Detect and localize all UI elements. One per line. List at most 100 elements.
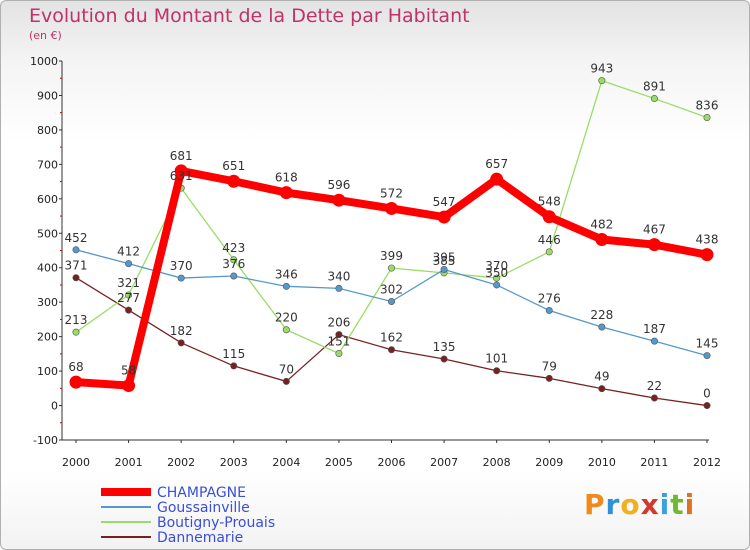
data-label: 399 (380, 249, 403, 263)
data-label: 547 (433, 195, 456, 209)
data-point (703, 402, 711, 410)
data-label: 651 (222, 159, 245, 173)
x-tick-label: 2010 (588, 456, 616, 469)
data-label: 162 (380, 331, 403, 345)
data-point (437, 210, 451, 224)
data-point (72, 274, 80, 282)
data-point (700, 248, 714, 262)
data-label: 228 (590, 308, 613, 322)
data-point (598, 323, 606, 331)
legend-label: Goussainville (157, 500, 250, 516)
data-point (595, 232, 609, 246)
x-tick-label: 2000 (62, 456, 90, 469)
chart-title: Evolution du Montant de la Dette par Hab… (29, 5, 470, 27)
data-point (490, 172, 504, 186)
data-point (493, 274, 501, 282)
x-tick-label: 2008 (483, 456, 511, 469)
data-label: 385 (433, 254, 456, 268)
data-label: 572 (380, 186, 403, 200)
legend-label: Dannemarie (157, 530, 243, 546)
data-point (542, 210, 556, 224)
data-label: 70 (279, 362, 294, 376)
data-label: 277 (117, 291, 140, 305)
data-label: 631 (170, 169, 193, 183)
data-label: 340 (327, 269, 350, 283)
legend-label: CHAMPAGNE (157, 485, 246, 501)
data-point (335, 350, 343, 358)
data-label: 681 (170, 149, 193, 163)
y-tick-label: 1000 (30, 55, 58, 68)
x-tick-label: 2012 (693, 456, 721, 469)
x-tick-label: 2007 (430, 456, 458, 469)
data-label: 101 (485, 352, 508, 366)
data-label: 0 (703, 387, 711, 401)
x-tick-label: 2005 (325, 456, 353, 469)
proxiti-logo: Proxiti (584, 488, 696, 521)
data-point (387, 264, 395, 272)
data-label: 213 (65, 313, 88, 327)
x-tick-label: 2002 (167, 456, 195, 469)
data-label: 22 (647, 379, 662, 393)
data-label: 182 (170, 324, 193, 338)
data-point (387, 346, 395, 354)
y-tick-label: 100 (37, 365, 58, 378)
data-label: 438 (696, 233, 719, 247)
data-label: 467 (643, 223, 666, 237)
data-label: 346 (275, 267, 298, 281)
data-point (125, 291, 133, 299)
data-label: 657 (485, 157, 508, 171)
data-point (650, 394, 658, 402)
data-point (125, 306, 133, 314)
data-point (282, 282, 290, 290)
x-tick-label: 2003 (220, 456, 248, 469)
data-point (598, 77, 606, 85)
x-tick-label: 2004 (272, 456, 300, 469)
data-label: 943 (590, 62, 613, 76)
data-label: 548 (538, 195, 561, 209)
data-point (493, 281, 501, 289)
data-label: 321 (117, 276, 140, 290)
data-point (230, 272, 238, 280)
x-tick-label: 2001 (115, 456, 143, 469)
data-point (125, 260, 133, 268)
data-point (174, 164, 188, 178)
data-point (703, 114, 711, 122)
data-label: 276 (538, 291, 561, 305)
data-point (440, 265, 448, 273)
data-point (177, 274, 185, 282)
data-label: 68 (68, 360, 83, 374)
data-label: 145 (696, 337, 719, 351)
x-tick-label: 2006 (378, 456, 406, 469)
data-point (282, 326, 290, 334)
data-point (72, 246, 80, 254)
data-label: 302 (380, 282, 403, 296)
y-tick-label: 0 (51, 400, 58, 413)
data-label: 350 (485, 266, 508, 280)
data-point (282, 377, 290, 385)
data-label: 423 (222, 241, 245, 255)
data-label: 135 (433, 340, 456, 354)
y-tick-label: 600 (37, 193, 58, 206)
data-label: 371 (65, 259, 88, 273)
data-label: 482 (590, 217, 613, 231)
data-point (279, 186, 293, 200)
x-tick-label: 2011 (640, 456, 668, 469)
data-point (387, 297, 395, 305)
data-point (440, 355, 448, 363)
data-label: 395 (433, 250, 456, 264)
data-point (385, 201, 398, 215)
y-tick-label: 800 (37, 124, 58, 137)
data-point (545, 306, 553, 314)
data-label: 58 (121, 364, 136, 378)
data-label: 836 (696, 99, 719, 113)
data-point (545, 374, 553, 382)
chart-subtitle: (en €) (29, 29, 62, 42)
data-point (545, 248, 553, 256)
data-point (598, 385, 606, 393)
data-point (72, 328, 80, 336)
data-point (227, 174, 241, 188)
data-label: 187 (643, 322, 666, 336)
data-point (650, 337, 658, 345)
